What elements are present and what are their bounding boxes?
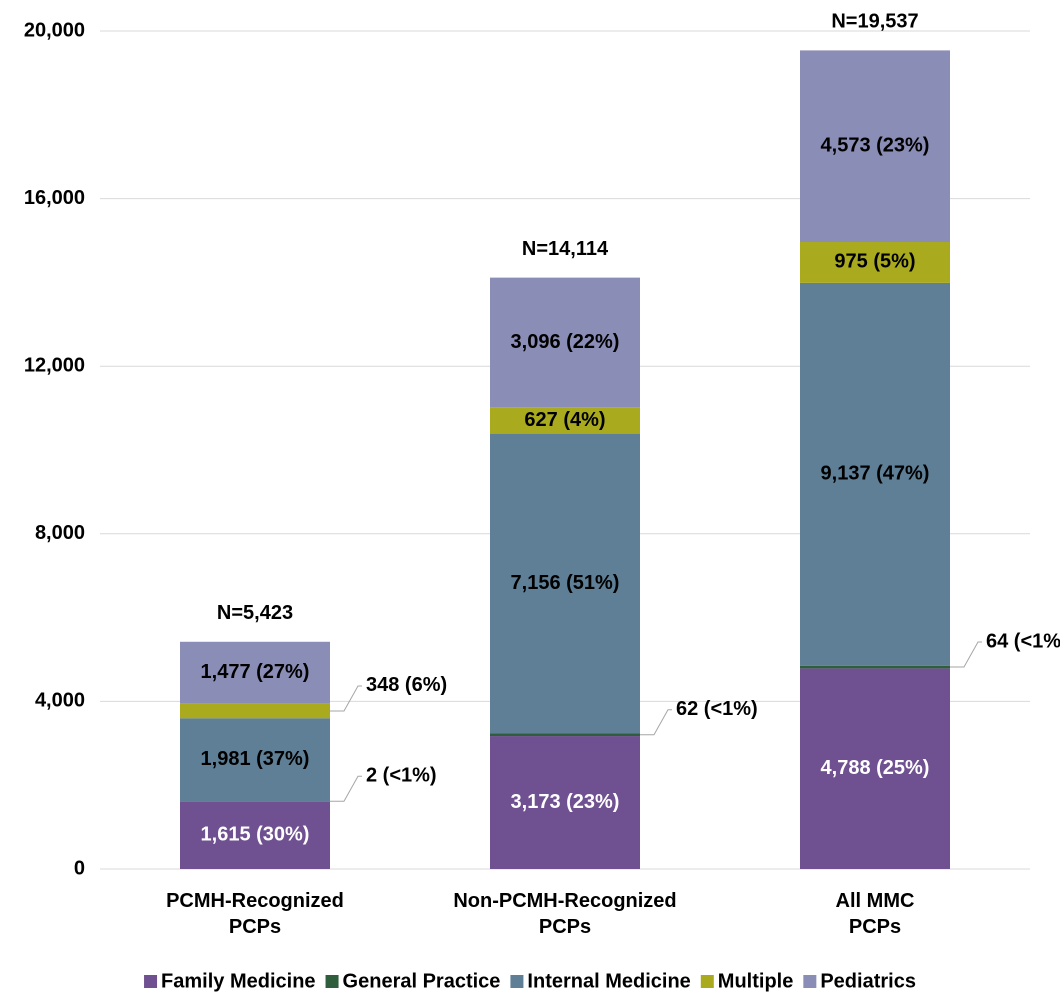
y-tick-label: 12,000: [24, 354, 85, 376]
bar-segment: [490, 407, 640, 434]
bar-segment: [180, 641, 330, 704]
x-tick-line: PCPs: [539, 916, 591, 938]
x-tick-label: All MMC PCPs: [836, 890, 915, 938]
data-label: 4,573 (23%): [821, 134, 930, 156]
x-tick-line: PCPs: [849, 916, 901, 938]
total-label: N=5,423: [217, 602, 293, 624]
x-tick-line: PCMH-Recognized: [166, 890, 344, 912]
bar-segment: [800, 665, 950, 669]
bar-segment: [800, 50, 950, 243]
legend-swatch: [325, 975, 339, 988]
total-label: N=19,537: [831, 11, 918, 33]
data-label: 975 (5%): [834, 251, 915, 273]
data-label: 3,173 (23%): [511, 791, 620, 813]
total-label: N=14,114: [522, 238, 609, 260]
x-tick-label: PCMH-Recognized PCPs: [166, 890, 344, 938]
bar-segment: [490, 277, 640, 408]
x-tick-line: PCPs: [229, 916, 281, 938]
y-tick-label: 20,000: [24, 19, 85, 41]
data-label: 7,156 (51%): [511, 572, 620, 594]
bar-segment: [490, 733, 640, 737]
bar-segment: [800, 282, 950, 666]
data-label: 3,096 (22%): [511, 331, 620, 353]
data-label: 4,788 (25%): [821, 757, 930, 779]
x-tick-line: All MMC: [836, 890, 915, 912]
data-label: 62 (<1%): [676, 698, 758, 720]
data-label: 1,477 (27%): [201, 661, 310, 683]
legend-label: General Practice: [343, 970, 501, 992]
x-tick-label: Non-PCMH-Recognized PCPs: [453, 890, 676, 938]
y-tick-label: 8,000: [35, 522, 85, 544]
bar-segment: [180, 703, 330, 719]
leader-line: [330, 775, 362, 802]
data-label: 9,137 (47%): [821, 463, 930, 485]
legend-swatch: [803, 975, 817, 988]
bar-segment: [800, 668, 950, 869]
bar-segment: [800, 242, 950, 283]
legend-label: Internal Medicine: [527, 970, 690, 992]
y-tick-label: 16,000: [24, 187, 85, 209]
data-label: 2 (<1%): [366, 765, 437, 787]
data-label: 1,981 (37%): [201, 748, 310, 770]
legend-swatch: [700, 975, 714, 988]
bar-segment: [180, 801, 330, 869]
data-label: 1,615 (30%): [201, 823, 310, 845]
x-tick-line: Non-PCMH-Recognized: [453, 890, 676, 912]
legend-label: Family Medicine: [161, 970, 316, 992]
legend: Family Medicine General Practice Internal …: [144, 970, 916, 992]
legend-swatch: [144, 975, 158, 988]
leader-line: [950, 641, 982, 668]
leader-line: [640, 709, 672, 736]
data-label: 64 (<1%): [986, 630, 1060, 652]
data-label: 348 (6%): [366, 674, 447, 696]
legend-label: Pediatrics: [820, 970, 916, 992]
y-tick-label: 0: [74, 857, 85, 879]
legend-label: Multiple: [718, 970, 794, 992]
leader-line: [330, 685, 362, 712]
y-tick-label: 4,000: [35, 690, 85, 712]
bar-segment: [490, 736, 640, 869]
data-label: 627 (4%): [524, 409, 605, 431]
bar-segment: [490, 433, 640, 734]
legend-swatch: [510, 975, 524, 988]
bar-segment: [180, 718, 330, 802]
